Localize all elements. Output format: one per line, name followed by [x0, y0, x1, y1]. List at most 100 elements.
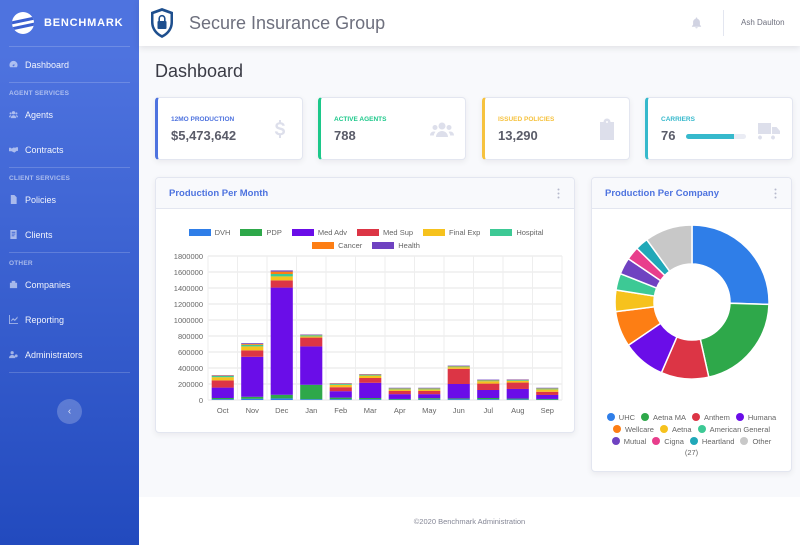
donut-slice[interactable] [645, 224, 693, 273]
bar-segment[interactable] [241, 356, 264, 397]
bar-segment[interactable] [270, 398, 293, 400]
bar-segment[interactable] [329, 399, 352, 400]
sidebar-item-companies[interactable]: Companies [0, 267, 139, 302]
bar-segment[interactable] [359, 375, 382, 378]
bar-segment[interactable] [388, 389, 411, 391]
legend-item[interactable]: Humana [735, 411, 776, 423]
bar-segment[interactable] [211, 376, 234, 378]
bar-segment[interactable] [270, 280, 293, 288]
sidebar-item-contracts[interactable]: Contracts [0, 132, 139, 167]
legend-item[interactable]: PDP [240, 226, 282, 239]
donut-slice[interactable] [691, 224, 770, 306]
bar-segment[interactable] [241, 344, 264, 347]
bar-segment[interactable] [447, 366, 470, 368]
sidebar-item-clients[interactable]: Clients [0, 217, 139, 252]
bar-segment[interactable] [447, 399, 470, 400]
bar-segment[interactable] [536, 398, 559, 400]
bar-segment[interactable] [418, 389, 441, 391]
bar-segment[interactable] [536, 391, 559, 395]
bar-segment[interactable] [270, 274, 293, 277]
bar-segment[interactable] [211, 399, 234, 400]
bar-segment[interactable] [329, 384, 352, 385]
bar-segment[interactable] [359, 378, 382, 383]
bar-segment[interactable] [270, 270, 293, 272]
bar-segment[interactable] [270, 287, 293, 395]
legend-item[interactable]: Cigna [652, 435, 684, 447]
bar-segment[interactable] [300, 384, 323, 400]
sidebar-item-agents[interactable]: Agents [0, 97, 139, 132]
bar-segment[interactable] [270, 394, 293, 399]
bar-segment[interactable] [536, 394, 559, 399]
bar-segment[interactable] [477, 381, 500, 384]
bar-segment[interactable] [300, 337, 323, 347]
bar-segment[interactable] [211, 380, 234, 388]
legend-item[interactable]: Med Sup [357, 226, 413, 239]
user-menu[interactable]: Ash Daulton [741, 18, 785, 27]
bar-segment[interactable] [388, 390, 411, 395]
donut-slice[interactable] [699, 302, 770, 379]
bar-segment[interactable] [241, 346, 264, 351]
bar-segment[interactable] [447, 368, 470, 384]
bar-segment[interactable] [447, 398, 470, 400]
bar-segment[interactable] [329, 397, 352, 400]
legend-item[interactable]: Aetna MA [641, 411, 686, 423]
legend-item[interactable]: Anthem [691, 411, 730, 423]
bar-segment[interactable] [418, 388, 441, 390]
bar-segment[interactable] [477, 383, 500, 390]
bar-segment[interactable] [388, 398, 411, 400]
bar-segment[interactable] [359, 399, 382, 400]
bar-segment[interactable] [506, 380, 529, 383]
bar-segment[interactable] [477, 398, 500, 400]
bar-segment[interactable] [359, 374, 382, 376]
bar-segment[interactable] [418, 398, 441, 400]
bar-segment[interactable] [241, 343, 264, 344]
legend-item[interactable]: Cancer [312, 239, 362, 252]
legend-item[interactable]: Med Adv [291, 226, 347, 239]
bar-segment[interactable] [270, 271, 293, 274]
sidebar-item-dashboard[interactable]: Dashboard [0, 47, 139, 82]
bar-segment[interactable] [477, 390, 500, 398]
bar-segment[interactable] [418, 390, 441, 395]
bar-segment[interactable] [241, 350, 264, 357]
bar-segment[interactable] [418, 394, 441, 399]
bar-segment[interactable] [388, 394, 411, 399]
legend-item[interactable]: Final Exp [423, 226, 480, 239]
sidebar-item-policies[interactable]: Policies [0, 182, 139, 217]
legend-item[interactable]: Other [740, 435, 771, 447]
bar-segment[interactable] [477, 399, 500, 400]
bar-segment[interactable] [447, 367, 470, 369]
bar-segment[interactable] [300, 346, 323, 385]
bar-segment[interactable] [359, 398, 382, 400]
bar-segment[interactable] [447, 384, 470, 399]
bell-icon[interactable] [691, 17, 702, 29]
bar-segment[interactable] [506, 380, 529, 381]
bar-segment[interactable] [329, 384, 352, 388]
legend-item[interactable]: Mutual [611, 435, 646, 447]
sidebar-item-administrators[interactable]: Administrators [0, 337, 139, 372]
bar-segment[interactable] [241, 398, 264, 400]
bar-segment[interactable] [388, 388, 411, 390]
legend-item[interactable]: Wellcare [612, 423, 654, 435]
legend-item[interactable]: American General [697, 423, 770, 435]
legend-item[interactable]: DVH [188, 226, 230, 239]
sidebar-item-reporting[interactable]: Reporting [0, 302, 139, 337]
sidebar-toggle-button[interactable]: ‹ [57, 399, 82, 424]
more-vertical-icon[interactable] [557, 188, 560, 199]
legend-item[interactable]: Hospital [490, 226, 543, 239]
bar-segment[interactable] [359, 382, 382, 398]
bar-segment[interactable] [300, 336, 323, 338]
bar-segment[interactable] [418, 399, 441, 400]
bar-segment[interactable] [506, 398, 529, 400]
bar-segment[interactable] [300, 335, 323, 337]
legend-item[interactable]: Aetna [659, 423, 692, 435]
bar-segment[interactable] [300, 399, 323, 400]
bar-segment[interactable] [506, 399, 529, 400]
bar-segment[interactable] [536, 389, 559, 392]
brand[interactable]: BENCHMARK [0, 0, 139, 46]
bar-segment[interactable] [329, 391, 352, 398]
legend-item[interactable]: UHC [606, 411, 635, 423]
more-vertical-icon[interactable] [774, 188, 777, 199]
bar-segment[interactable] [506, 382, 529, 389]
bar-segment[interactable] [506, 388, 529, 399]
bar-segment[interactable] [211, 377, 234, 381]
